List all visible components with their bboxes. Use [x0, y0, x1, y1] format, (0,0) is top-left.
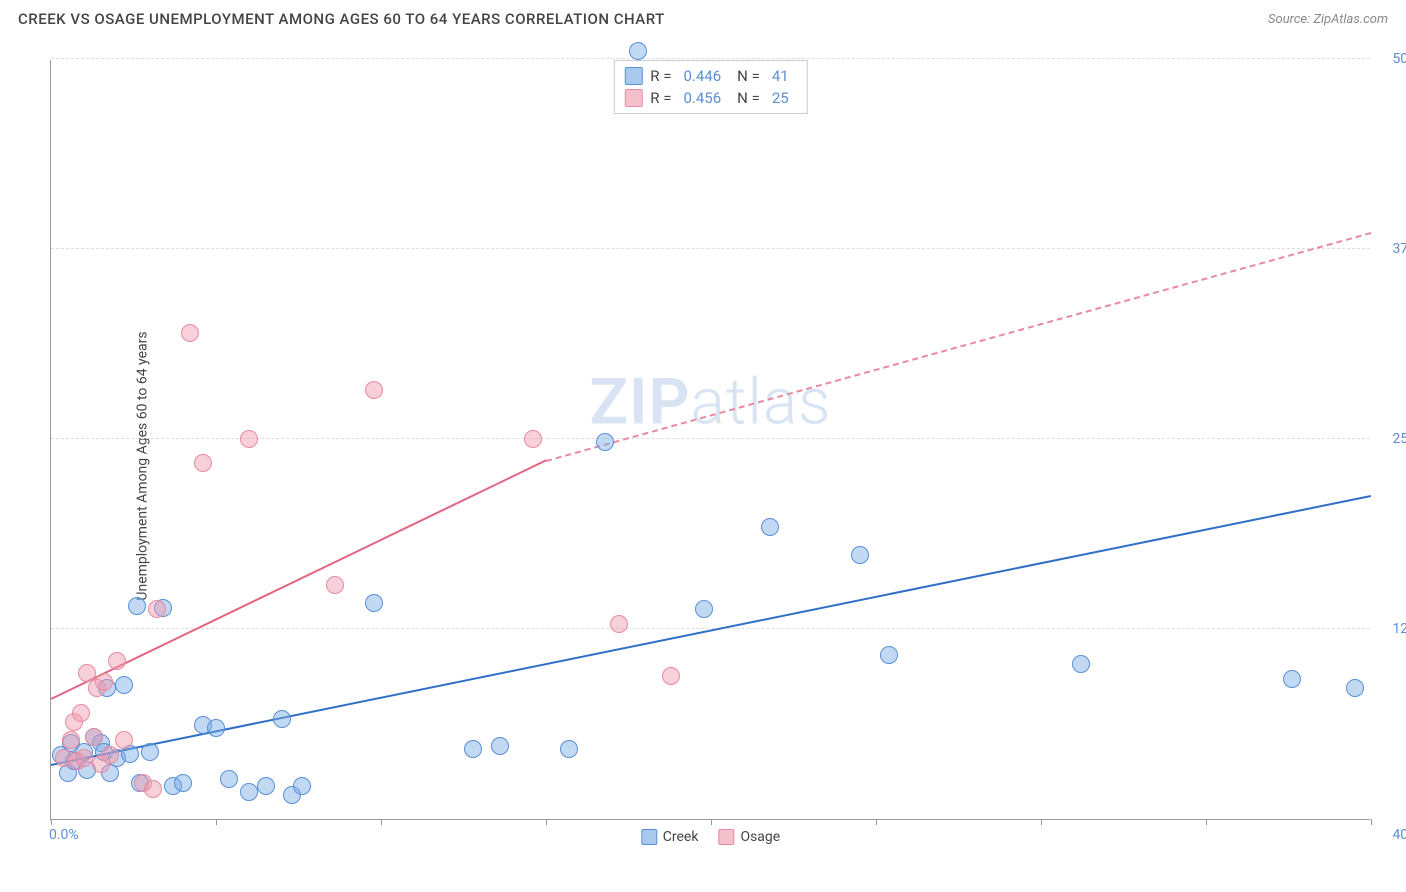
trendline-extrapolated: [546, 232, 1372, 462]
x-tick: [216, 819, 217, 825]
data-point: [326, 576, 344, 594]
data-point: [115, 676, 133, 694]
data-point: [1072, 655, 1090, 673]
data-point: [85, 728, 103, 746]
data-point: [95, 673, 113, 691]
data-point: [464, 740, 482, 758]
data-point: [181, 324, 199, 342]
chart-container: Unemployment Among Ages 60 to 64 years Z…: [0, 40, 1406, 892]
chart-header: CREEK VS OSAGE UNEMPLOYMENT AMONG AGES 6…: [0, 0, 1406, 36]
data-point: [695, 600, 713, 618]
data-point: [141, 743, 159, 761]
data-point: [257, 777, 275, 795]
data-point: [273, 710, 291, 728]
data-point: [851, 546, 869, 564]
data-point: [62, 731, 80, 749]
data-point: [365, 381, 383, 399]
data-point: [240, 783, 258, 801]
trendline: [51, 495, 1371, 766]
x-tick: [51, 819, 52, 825]
gridline: [51, 58, 1370, 59]
data-point: [491, 737, 509, 755]
x-tick: [876, 819, 877, 825]
legend-swatch-osage: [624, 89, 642, 107]
legend-row-creek: R = 0.446 N = 41: [624, 65, 796, 87]
x-tick: [1206, 819, 1207, 825]
x-tick: [1041, 819, 1042, 825]
x-tick: [1371, 819, 1372, 825]
data-point: [560, 740, 578, 758]
data-point: [662, 667, 680, 685]
series-legend: Creek Osage: [641, 829, 780, 845]
data-point: [629, 42, 647, 60]
x-tick: [711, 819, 712, 825]
data-point: [880, 646, 898, 664]
x-tick: [546, 819, 547, 825]
x-tick: [381, 819, 382, 825]
data-point: [240, 430, 258, 448]
data-point: [365, 594, 383, 612]
legend-item-osage: Osage: [718, 829, 780, 845]
legend-swatch-creek: [624, 67, 642, 85]
data-point: [144, 780, 162, 798]
data-point: [220, 770, 238, 788]
data-point: [207, 719, 225, 737]
x-axis-max-label: 40.0%: [1392, 827, 1406, 843]
y-tick-label: 37.5%: [1375, 241, 1406, 257]
legend-swatch-icon: [641, 829, 657, 845]
data-point: [194, 454, 212, 472]
legend-swatch-icon: [718, 829, 734, 845]
data-point: [128, 597, 146, 615]
plot-area: ZIPatlas R = 0.446 N = 41 R = 0.456 N = …: [50, 60, 1370, 820]
watermark: ZIPatlas: [589, 364, 831, 439]
data-point: [101, 746, 119, 764]
data-point: [1346, 679, 1364, 697]
data-point: [524, 430, 542, 448]
data-point: [115, 731, 133, 749]
legend-row-osage: R = 0.456 N = 25: [624, 87, 796, 109]
data-point: [761, 518, 779, 536]
data-point: [293, 777, 311, 795]
y-tick-label: 12.5%: [1375, 621, 1406, 637]
data-point: [610, 615, 628, 633]
gridline: [51, 248, 1370, 249]
x-axis-min-label: 0.0%: [49, 827, 79, 843]
data-point: [72, 704, 90, 722]
data-point: [596, 433, 614, 451]
y-tick-label: 25.0%: [1375, 431, 1406, 447]
data-point: [1283, 670, 1301, 688]
correlation-legend: R = 0.446 N = 41 R = 0.456 N = 25: [613, 60, 807, 114]
y-tick-label: 50.0%: [1375, 51, 1406, 67]
chart-source: Source: ZipAtlas.com: [1268, 12, 1388, 27]
data-point: [108, 652, 126, 670]
chart-title: CREEK VS OSAGE UNEMPLOYMENT AMONG AGES 6…: [18, 10, 665, 28]
data-point: [75, 749, 93, 767]
data-point: [174, 774, 192, 792]
legend-item-creek: Creek: [641, 829, 699, 845]
data-point: [148, 600, 166, 618]
